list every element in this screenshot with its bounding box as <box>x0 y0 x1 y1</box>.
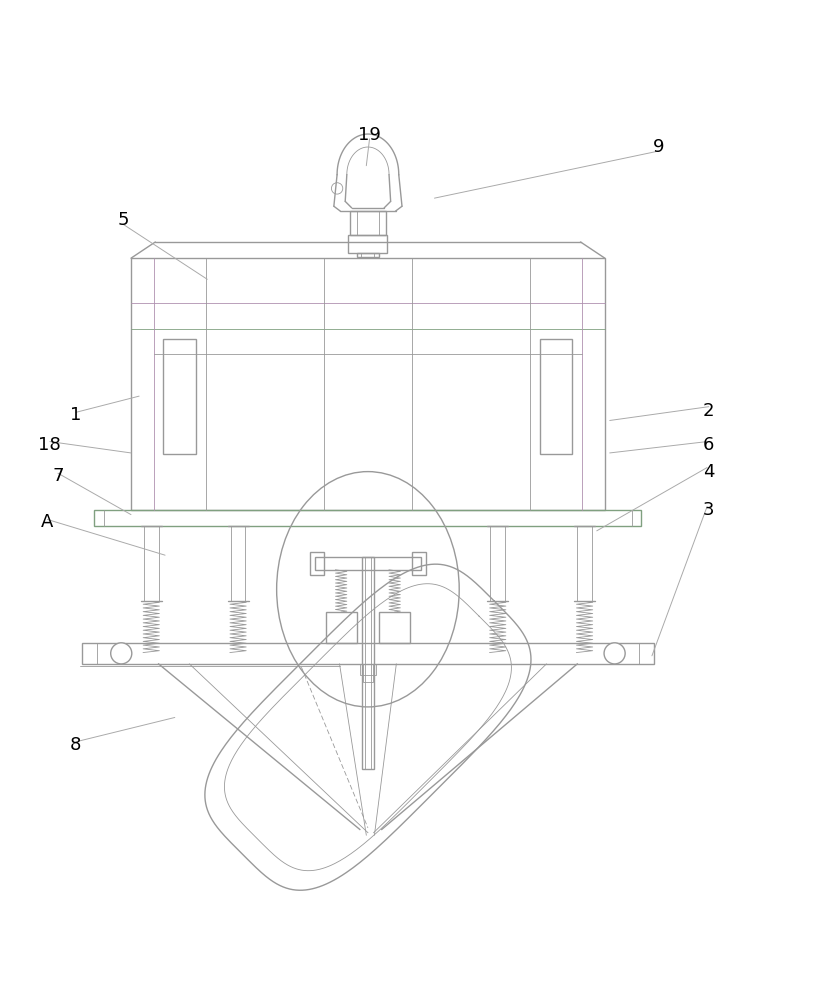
Bar <box>362 557 373 769</box>
Text: 8: 8 <box>70 736 82 754</box>
Text: 6: 6 <box>703 436 714 454</box>
Bar <box>540 339 573 454</box>
Text: 18: 18 <box>38 436 61 454</box>
Bar <box>95 510 641 526</box>
Bar <box>131 258 605 510</box>
Text: 5: 5 <box>117 211 128 229</box>
Text: 1: 1 <box>70 406 82 424</box>
Bar <box>356 253 379 257</box>
Text: 9: 9 <box>653 138 664 156</box>
Circle shape <box>332 183 343 194</box>
Circle shape <box>604 643 625 664</box>
Text: A: A <box>41 513 54 531</box>
Text: 3: 3 <box>703 501 715 519</box>
Text: 7: 7 <box>52 467 64 485</box>
Bar <box>326 612 356 643</box>
Text: 4: 4 <box>703 463 715 481</box>
Bar <box>163 339 196 454</box>
Bar <box>379 612 410 643</box>
Text: 19: 19 <box>358 126 381 144</box>
Text: 2: 2 <box>703 402 715 420</box>
Bar <box>83 643 654 664</box>
Circle shape <box>110 643 132 664</box>
Bar <box>349 235 387 253</box>
Bar <box>359 664 376 675</box>
Bar <box>350 211 386 235</box>
Bar <box>412 552 426 575</box>
Bar <box>310 552 324 575</box>
Bar <box>363 664 373 682</box>
Bar <box>315 557 421 570</box>
